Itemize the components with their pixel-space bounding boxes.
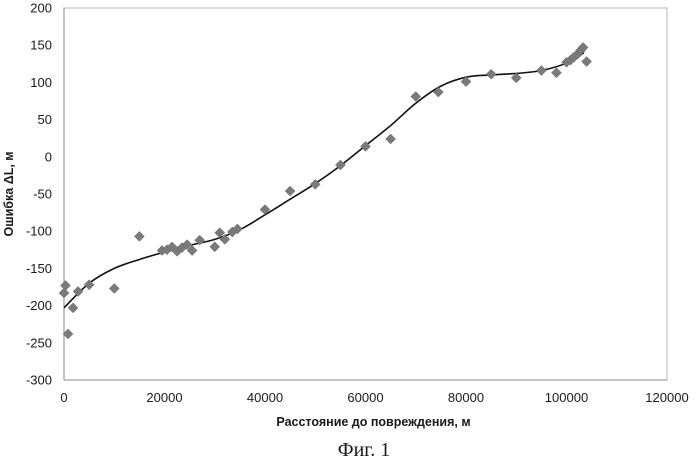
y-tick-label: -150	[26, 261, 52, 276]
data-points-layer	[59, 42, 592, 338]
data-point	[109, 283, 119, 293]
data-point	[63, 329, 73, 339]
y-tick-label: -100	[26, 224, 52, 239]
x-tick-label: 120000	[645, 390, 688, 405]
plot-area-border	[64, 8, 667, 380]
data-point	[433, 87, 443, 97]
y-tick-label: 150	[30, 38, 52, 53]
trend-line	[64, 53, 584, 308]
data-point	[134, 231, 144, 241]
x-tick-labels: 0 20000 40000 60000 80000 100000 120000	[60, 390, 688, 405]
data-point	[536, 65, 546, 75]
data-point	[285, 186, 295, 196]
data-point	[59, 288, 69, 298]
x-tick-label: 40000	[247, 390, 283, 405]
data-point	[68, 303, 78, 313]
x-tick-label: 20000	[146, 390, 182, 405]
x-tick-label: 80000	[448, 390, 484, 405]
data-point	[582, 57, 592, 67]
y-tick-label: -200	[26, 298, 52, 313]
y-axis-label: Ошибка ΔL, м	[2, 151, 16, 236]
data-point	[386, 134, 396, 144]
data-point	[73, 286, 83, 296]
x-tick-label: 100000	[545, 390, 588, 405]
data-point	[210, 242, 220, 252]
y-tick-label: -300	[26, 373, 52, 388]
y-tick-label: 200	[30, 1, 52, 16]
x-tick-label: 60000	[347, 390, 383, 405]
y-tick-label: 0	[45, 149, 52, 164]
data-point	[551, 68, 561, 78]
trend-line-layer	[64, 53, 584, 308]
figure-caption: Фиг. 1	[338, 439, 390, 461]
y-tick-label: -250	[26, 335, 52, 350]
data-point	[61, 281, 71, 291]
y-tick-labels: -300 -250 -200 -150 -100 -50 0 50 100 150 200	[26, 1, 52, 388]
data-point	[486, 69, 496, 79]
x-tick-label: 0	[60, 390, 67, 405]
y-tick-label: 100	[30, 75, 52, 90]
axes	[64, 8, 667, 380]
y-tick-label: 50	[38, 112, 52, 127]
x-axis-label: Расстояние до повреждения, м	[276, 415, 470, 429]
y-tick-label: -50	[33, 187, 52, 202]
